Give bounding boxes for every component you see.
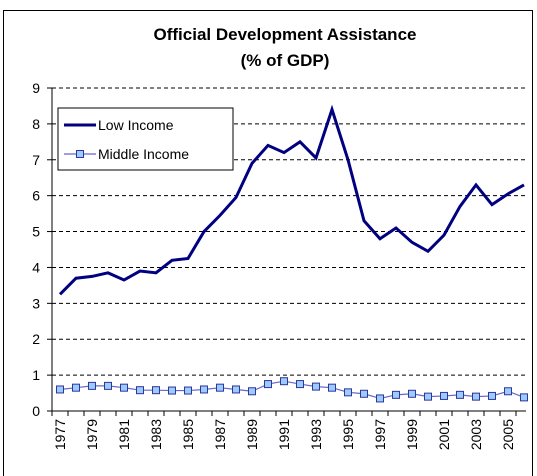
x-tick-label: 1983 [148, 419, 164, 450]
x-tick-label: 1995 [340, 419, 356, 450]
data-point [56, 385, 64, 394]
data-point [264, 380, 272, 389]
x-tick-label: 1989 [244, 419, 260, 450]
chart-subtitle: (% of GDP) [241, 51, 330, 70]
data-point [72, 383, 80, 392]
data-point [152, 386, 160, 395]
x-tick-label: 1979 [84, 419, 100, 450]
y-tick-label: 6 [32, 188, 40, 204]
x-tick-label: 2001 [436, 419, 452, 450]
x-tick-label: 1977 [52, 419, 68, 450]
y-tick-label: 3 [32, 295, 40, 311]
data-point [200, 385, 208, 394]
data-point [248, 387, 256, 396]
legend-marker [76, 150, 84, 158]
data-point [440, 391, 448, 400]
data-point [456, 390, 464, 399]
y-tick-label: 9 [32, 80, 40, 96]
data-point [312, 382, 320, 391]
data-point [376, 394, 384, 403]
x-tick-label: 1991 [276, 419, 292, 450]
data-point [104, 381, 112, 390]
y-tick-label: 4 [32, 259, 40, 275]
x-tick-label: 1987 [212, 419, 228, 450]
data-point [184, 386, 192, 395]
data-point [216, 383, 224, 392]
chart-title: Official Development Assistance [154, 25, 417, 44]
data-point [488, 391, 496, 400]
y-tick-label: 8 [32, 116, 40, 132]
x-tick-label: 1997 [372, 419, 388, 450]
x-tick-label: 2003 [468, 419, 484, 450]
data-point [520, 393, 528, 402]
data-point [168, 386, 176, 395]
data-point [280, 377, 288, 386]
data-point [88, 381, 96, 390]
legend-box [57, 107, 234, 171]
data-point [136, 386, 144, 395]
legend-label: Low Income [98, 117, 174, 133]
y-tick-label: 0 [32, 403, 40, 419]
data-point [120, 383, 128, 392]
y-tick-label: 7 [32, 152, 40, 168]
data-point [392, 390, 400, 399]
x-tick-label: 2005 [500, 419, 516, 450]
y-tick-label: 1 [32, 367, 40, 383]
y-tick-label: 2 [32, 331, 40, 347]
data-point [232, 385, 240, 394]
x-tick-label: 1981 [116, 419, 132, 450]
x-tick-label: 1985 [180, 419, 196, 450]
data-point [504, 387, 512, 396]
data-point [424, 392, 432, 401]
chart-frame [3, 10, 533, 476]
y-tick-label: 5 [32, 224, 40, 240]
data-point [344, 388, 352, 397]
x-tick-label: 1999 [404, 419, 420, 450]
series-line [58, 104, 525, 296]
data-point [472, 392, 480, 401]
x-tick-label: 1993 [308, 419, 324, 450]
legend-label: Middle Income [98, 146, 189, 162]
data-point [360, 389, 368, 398]
data-point [408, 389, 416, 398]
data-point [328, 383, 336, 392]
data-point [296, 380, 304, 389]
